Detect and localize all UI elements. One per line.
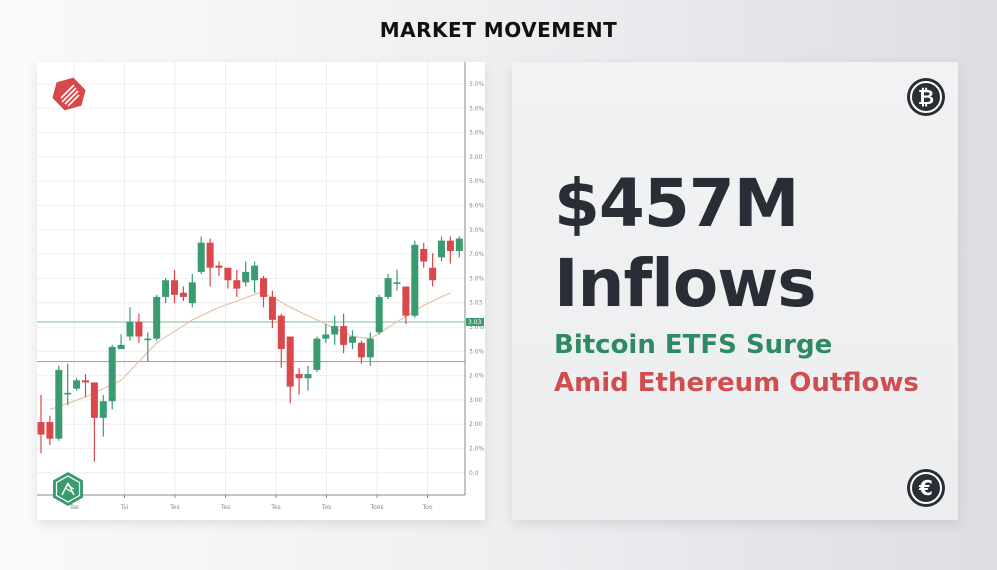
candle (429, 253, 437, 287)
candle (286, 336, 294, 404)
candle (126, 307, 134, 341)
candle (393, 269, 401, 291)
candle (242, 261, 250, 287)
x-tick-label: Too (422, 504, 433, 511)
candle (446, 236, 454, 264)
euro-icon: € (907, 469, 945, 507)
candle (135, 313, 143, 343)
headline-label: Inflows (554, 245, 816, 322)
candle (455, 236, 463, 258)
candle (340, 313, 348, 354)
headline: $457M Inflows (554, 164, 816, 324)
candle (375, 294, 383, 335)
candlestick-chart: 3.0%3.0%3.0%3.005.0%9.0%3.0%7.0%3.0%3.03… (37, 62, 485, 511)
y-tick-label: 3.0% (469, 275, 485, 282)
candle (331, 315, 339, 345)
y-tick-label: 0.0 (469, 470, 479, 477)
candlestick-chart-card: 3.0% 3.0% 3.0% 3.00 5.0% 9.0% 3.0% 7.0% 3.0% 3.03… (37, 62, 485, 520)
y-tick-label: 2.00 (469, 421, 483, 428)
subheadline-red: Amid Ethereum Outflows (554, 368, 919, 398)
candle (384, 273, 392, 300)
y-tick-label: 3.00 (469, 397, 483, 404)
y-tick-label: 3.0% (469, 348, 485, 355)
candle (64, 363, 72, 406)
candle (357, 340, 365, 364)
y-tick-label: 3.0% (469, 105, 485, 112)
candles (37, 236, 463, 462)
candle (322, 324, 330, 343)
headline-card: ₿ $457M Inflows Bitcoin ETFS Surge Amid … (512, 62, 958, 520)
candle (260, 276, 267, 308)
y-tick-label: 3.00 (469, 154, 483, 161)
y-tick-label: 3.0% (469, 227, 485, 234)
candle (438, 236, 445, 262)
subheadline-green: Bitcoin ETFS Surge (554, 330, 833, 360)
y-tick-label: 5.0% (469, 178, 485, 185)
candle (37, 394, 45, 454)
level-lines (37, 321, 465, 363)
y-tick-label: 3.0% (469, 130, 485, 137)
x-tick-label: Tos (321, 504, 331, 511)
euro-glyph: € (919, 476, 933, 500)
candle (90, 382, 98, 462)
x-tick-label: Tes (270, 504, 280, 511)
candle (402, 286, 410, 325)
candle (268, 290, 276, 329)
chart-grid (37, 62, 465, 495)
candle (349, 330, 356, 350)
x-tick-label: Tes (220, 504, 230, 511)
candle (179, 286, 187, 302)
candle (188, 273, 196, 308)
candle (206, 238, 214, 287)
candle (224, 267, 232, 289)
candle (55, 365, 63, 441)
x-tick-label: Toos (369, 504, 383, 511)
candle (277, 313, 285, 368)
candle (162, 278, 170, 304)
candle (366, 332, 374, 366)
y-tick-label: 3.03 (469, 300, 483, 307)
candle (144, 332, 152, 362)
green-hexagon-logo-icon (53, 472, 83, 506)
y-tick-label: 2.0% (469, 446, 485, 453)
candle (73, 378, 81, 391)
candle (411, 240, 419, 318)
headline-amount: $457M (554, 165, 799, 242)
bitcoin-glyph: ₿ (917, 84, 935, 109)
page-title: MARKET MOVEMENT (379, 18, 618, 42)
candle (251, 261, 259, 293)
y-tick-label: 3.0% (469, 81, 485, 88)
y-tick-label: 9.0% (469, 203, 485, 210)
x-tick-label: Tsi (120, 504, 129, 511)
axes: 3.0%3.0%3.0%3.005.0%9.0%3.0%7.0%3.0%3.03… (37, 62, 485, 511)
candle (313, 336, 321, 372)
candle (233, 269, 241, 297)
candle (420, 242, 428, 268)
y-tick-label: 2.0% (469, 373, 485, 380)
candle (99, 394, 107, 437)
bitcoin-icon: ₿ (907, 78, 945, 116)
y-marker-badge (466, 317, 484, 326)
candle (304, 365, 312, 391)
candle (295, 367, 303, 395)
candle (153, 294, 161, 341)
candle (82, 374, 89, 398)
red-hexagon-logo-icon (52, 77, 86, 111)
y-tick-label: 3.0% (469, 324, 485, 331)
svg-text:3.03: 3.03 (468, 319, 482, 326)
candle (215, 261, 223, 277)
candle (171, 269, 178, 304)
y-tick-label: 7.0% (469, 251, 485, 258)
candle (117, 334, 125, 350)
x-tick-label: Tse (68, 504, 79, 511)
candle (46, 415, 54, 445)
candle (197, 236, 205, 274)
candle (108, 344, 116, 410)
x-tick-label: Tes (169, 504, 179, 511)
